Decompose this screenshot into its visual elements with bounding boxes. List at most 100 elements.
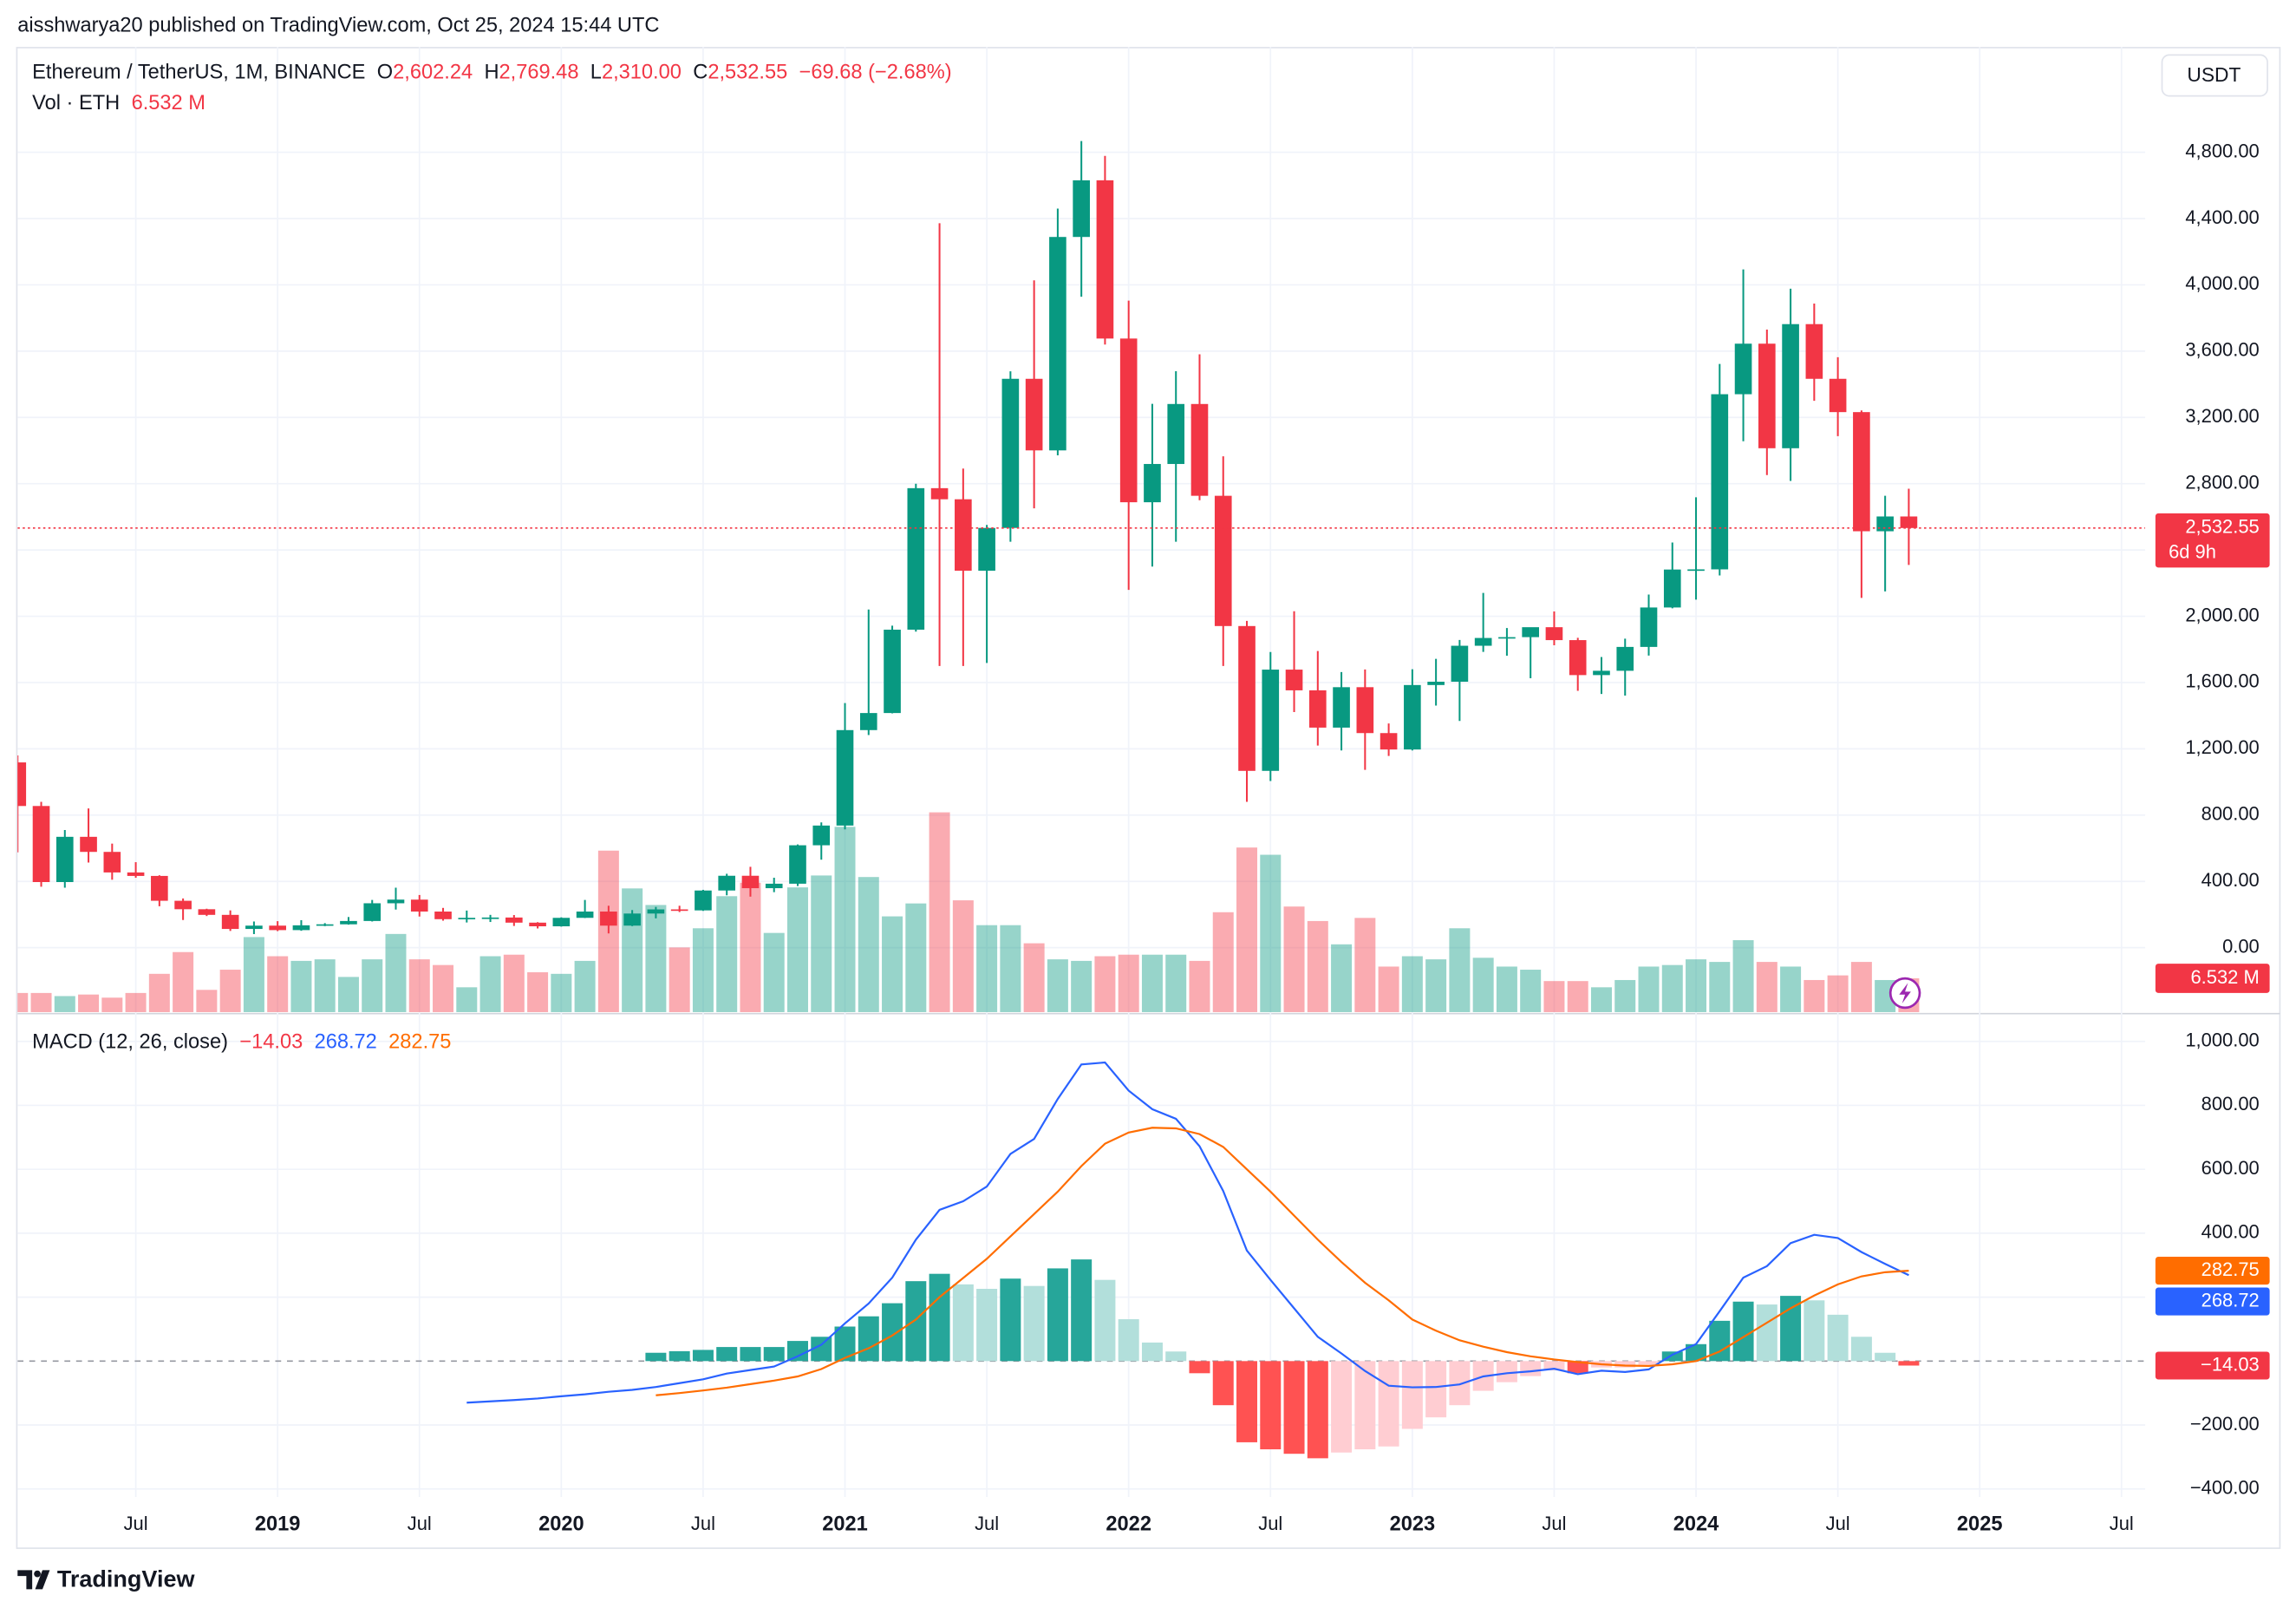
published-note: aisshwarya20 published on TradingView.co… xyxy=(17,15,659,37)
legend-value: 282.75 xyxy=(388,1031,451,1054)
value-label: −14.03 xyxy=(2201,1353,2260,1375)
x-tick-label: 2023 xyxy=(1390,1513,1436,1535)
x-tick-label: Jul xyxy=(975,1513,999,1534)
candle-body xyxy=(103,852,121,873)
volume-bar xyxy=(905,903,927,1012)
x-tick-label: Jul xyxy=(2110,1513,2134,1534)
x-tick-label: 2022 xyxy=(1106,1513,1151,1535)
candle-body xyxy=(695,890,712,911)
volume-bar xyxy=(1425,959,1447,1012)
histogram-bar xyxy=(1047,1268,1068,1362)
candle-body xyxy=(765,883,783,889)
volume-bar xyxy=(786,887,808,1012)
volume-bar xyxy=(716,896,738,1012)
y-tick-label: 4,400.00 xyxy=(2185,206,2259,228)
candle-body xyxy=(1049,237,1066,451)
histogram-bar xyxy=(1567,1361,1588,1374)
histogram-bar xyxy=(740,1347,761,1362)
volume-bar xyxy=(1449,928,1471,1012)
volume-bar xyxy=(551,973,572,1012)
histogram-bar xyxy=(1071,1259,1093,1362)
histogram-bar xyxy=(716,1347,738,1362)
histogram-bar xyxy=(1686,1343,1707,1362)
volume-bar xyxy=(54,996,75,1012)
legend-key: L xyxy=(590,62,602,84)
candle-body xyxy=(363,903,382,921)
volume-bar xyxy=(456,987,478,1012)
candle-body xyxy=(481,917,499,919)
candle-body xyxy=(458,918,476,919)
legend-value: 2,769.48 xyxy=(499,62,579,84)
volume-bar xyxy=(1307,920,1328,1012)
volume-bar xyxy=(1331,944,1353,1012)
x-tick-label: Jul xyxy=(1542,1513,1566,1534)
volume-bar xyxy=(1543,981,1565,1012)
candle-body xyxy=(812,825,831,846)
candle-body xyxy=(1829,378,1847,413)
volume-bar xyxy=(763,932,785,1012)
chart-frame xyxy=(16,47,2281,1549)
x-tick-label: 2024 xyxy=(1673,1513,1719,1535)
alert-bolt xyxy=(1899,983,1911,1003)
candle-body xyxy=(930,487,949,500)
volume-bar xyxy=(243,937,264,1012)
volume-bar xyxy=(692,928,714,1012)
countdown-label: 6d 9h xyxy=(2169,540,2216,562)
candle-body xyxy=(245,925,263,930)
histogram-bar xyxy=(1850,1337,1872,1362)
x-tick-label: Jul xyxy=(691,1513,715,1534)
volume-bar xyxy=(219,970,241,1012)
candle-body xyxy=(1285,670,1303,690)
candle-body xyxy=(32,806,50,882)
histogram-bar xyxy=(1378,1361,1399,1447)
volume-bar xyxy=(1094,956,1116,1012)
x-tick-label: Jul xyxy=(1258,1513,1282,1534)
y-tick-label: 1,600.00 xyxy=(2185,670,2259,692)
alert-icon[interactable] xyxy=(1888,977,1921,1010)
legend-value: 2,532.55 xyxy=(708,62,787,84)
value-label: 268.72 xyxy=(2201,1289,2260,1311)
volume-label: 6.532 M xyxy=(2190,966,2259,988)
volume-bar xyxy=(1023,943,1045,1012)
volume-bar xyxy=(1000,925,1021,1012)
x-tick-label: 2019 xyxy=(255,1513,301,1535)
volume-bar xyxy=(1780,966,1802,1012)
candle-body xyxy=(1001,378,1020,528)
value-label-box xyxy=(2155,1287,2270,1316)
candle-body xyxy=(1025,378,1043,451)
legend-change: −69.68 (−2.68%) xyxy=(799,62,952,84)
candle-body xyxy=(506,917,523,923)
volume-title: Vol · ETH xyxy=(32,92,120,114)
histogram-bar xyxy=(1732,1301,1754,1362)
macd-pane xyxy=(17,1061,2146,1459)
x-tick-label: 2021 xyxy=(822,1513,868,1535)
axes: Jul 2019 Jul 2020 Jul 2021 Jul 2022 Jul 2023 Jul 20… xyxy=(124,140,2270,1535)
histogram-bar xyxy=(905,1281,927,1362)
volume-bar xyxy=(1496,966,1517,1012)
candle-body xyxy=(718,875,736,891)
volume-bar xyxy=(290,960,312,1012)
candle-body xyxy=(955,499,972,572)
y-tick-label: 0.00 xyxy=(2222,935,2260,957)
candle-body xyxy=(552,918,571,927)
currency-button[interactable] xyxy=(2161,54,2268,97)
volume-label-box xyxy=(2155,964,2270,993)
macd-title: MACD (12, 26, close) xyxy=(32,1031,228,1054)
candle-body xyxy=(1073,180,1090,238)
volume-bar xyxy=(1401,956,1423,1012)
volume-bar xyxy=(1827,975,1849,1012)
candle-body xyxy=(1119,338,1138,503)
candle-body xyxy=(978,527,995,572)
volume-bar xyxy=(645,905,667,1012)
x-tick-label: Jul xyxy=(408,1513,432,1534)
histogram-bar xyxy=(669,1350,690,1362)
y-tick-label: 1,000.00 xyxy=(2185,1030,2259,1051)
candle-body xyxy=(1711,394,1729,570)
histogram-bar xyxy=(692,1350,714,1362)
y-tick-label: 3,200.00 xyxy=(2185,405,2259,427)
y-tick-label: 400.00 xyxy=(2201,869,2260,891)
symbol-legend: Ethereum / TetherUS, 1M, BINANCE O2,602.… xyxy=(32,62,951,84)
candle-body xyxy=(1734,343,1752,395)
